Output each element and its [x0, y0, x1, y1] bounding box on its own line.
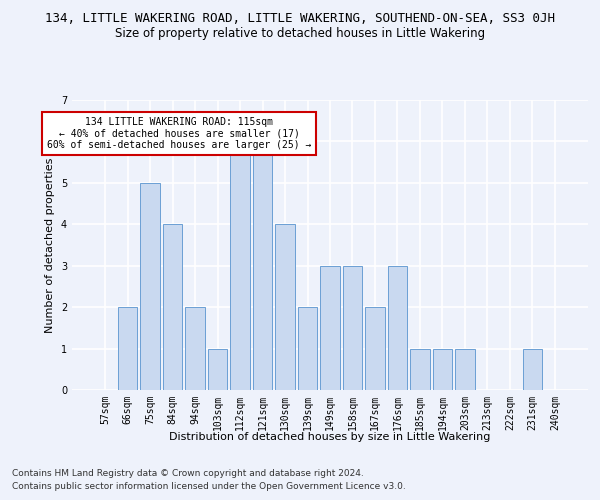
Bar	[298, 307, 317, 390]
Y-axis label: Number of detached properties: Number of detached properties	[46, 158, 55, 332]
Text: Contains HM Land Registry data © Crown copyright and database right 2024.: Contains HM Land Registry data © Crown c…	[12, 468, 364, 477]
Bar	[388, 266, 407, 390]
Bar	[230, 142, 250, 390]
Bar	[163, 224, 182, 390]
Bar	[455, 348, 475, 390]
Text: Contains public sector information licensed under the Open Government Licence v3: Contains public sector information licen…	[12, 482, 406, 491]
Bar	[410, 348, 430, 390]
Bar	[208, 348, 227, 390]
Text: 134, LITTLE WAKERING ROAD, LITTLE WAKERING, SOUTHEND-ON-SEA, SS3 0JH: 134, LITTLE WAKERING ROAD, LITTLE WAKERI…	[45, 12, 555, 26]
Bar	[433, 348, 452, 390]
Bar	[365, 307, 385, 390]
Bar	[275, 224, 295, 390]
Bar	[343, 266, 362, 390]
Bar	[118, 307, 137, 390]
Bar	[320, 266, 340, 390]
Text: Distribution of detached houses by size in Little Wakering: Distribution of detached houses by size …	[169, 432, 491, 442]
Bar	[523, 348, 542, 390]
Bar	[140, 183, 160, 390]
Bar	[185, 307, 205, 390]
Bar	[253, 142, 272, 390]
Text: Size of property relative to detached houses in Little Wakering: Size of property relative to detached ho…	[115, 28, 485, 40]
Text: 134 LITTLE WAKERING ROAD: 115sqm
← 40% of detached houses are smaller (17)
60% o: 134 LITTLE WAKERING ROAD: 115sqm ← 40% o…	[47, 116, 311, 150]
